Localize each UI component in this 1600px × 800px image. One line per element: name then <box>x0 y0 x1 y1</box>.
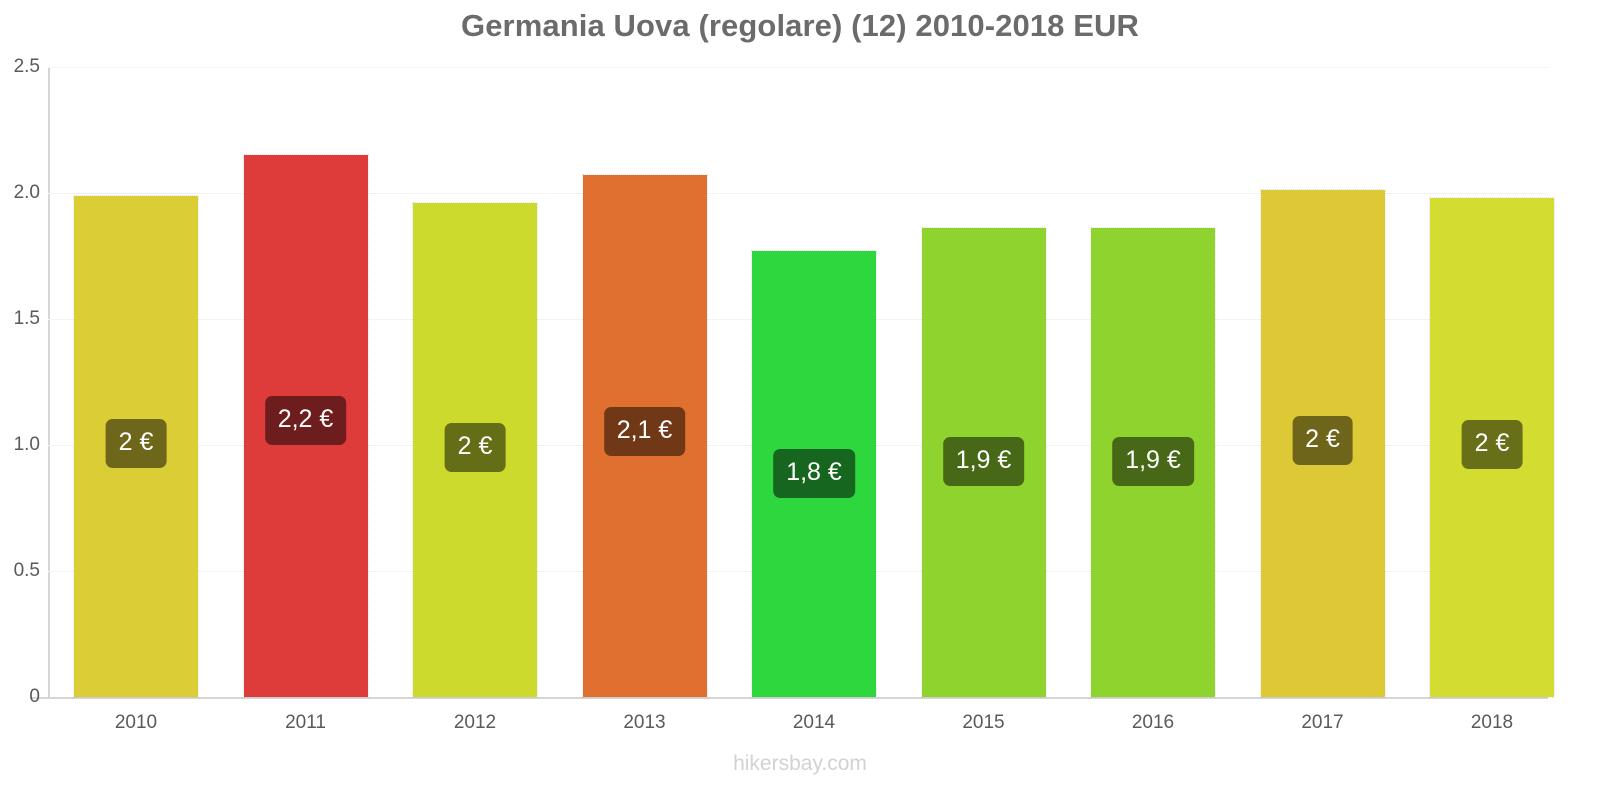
y-axis-tick-label: 1.5 <box>13 308 40 329</box>
y-axis-line <box>48 67 50 699</box>
bar-value-label: 1,9 € <box>942 436 1025 486</box>
x-axis-tick-label: 2010 <box>114 712 158 733</box>
x-axis-tick-label: 2012 <box>453 712 497 733</box>
page-title: Germania Uova (regolare) (12) 2010-2018 … <box>461 8 1139 43</box>
y-axis-tick-label: 0 <box>29 686 40 707</box>
x-axis-tick-label: 2014 <box>792 712 836 733</box>
bar-value-label: 2,1 € <box>603 407 686 457</box>
bar-value-label: 2 € <box>105 418 167 468</box>
y-axis-tick-label: 2.5 <box>13 56 40 77</box>
bar-value-label: 1,9 € <box>1112 436 1194 486</box>
y-axis-tick-label: 0.5 <box>13 560 40 581</box>
bar-value-label: 1,8 € <box>773 449 855 499</box>
x-axis-tick-label: 2016 <box>1131 712 1175 733</box>
watermark-label: hikersbay.com <box>733 752 867 775</box>
bar-value-label: 2 € <box>1461 420 1523 470</box>
x-axis-tick-label: 2017 <box>1301 712 1344 733</box>
bar-value-label: 2,2 € <box>264 396 347 446</box>
x-axis-tick-label: 2015 <box>962 712 1005 733</box>
bar-value-label: 2 € <box>444 422 506 472</box>
gridline <box>48 193 1548 194</box>
x-axis-tick-label: 2013 <box>623 712 666 733</box>
gridline <box>48 67 1548 68</box>
x-axis-tick-label: 2011 <box>285 712 326 733</box>
y-axis-tick-label: 2.0 <box>13 182 40 203</box>
x-axis-tick-label: 2018 <box>1470 712 1514 733</box>
bar-value-label: 2 € <box>1292 415 1353 465</box>
x-axis-line <box>30 697 1548 699</box>
y-axis-tick-label: 1.0 <box>13 434 40 455</box>
